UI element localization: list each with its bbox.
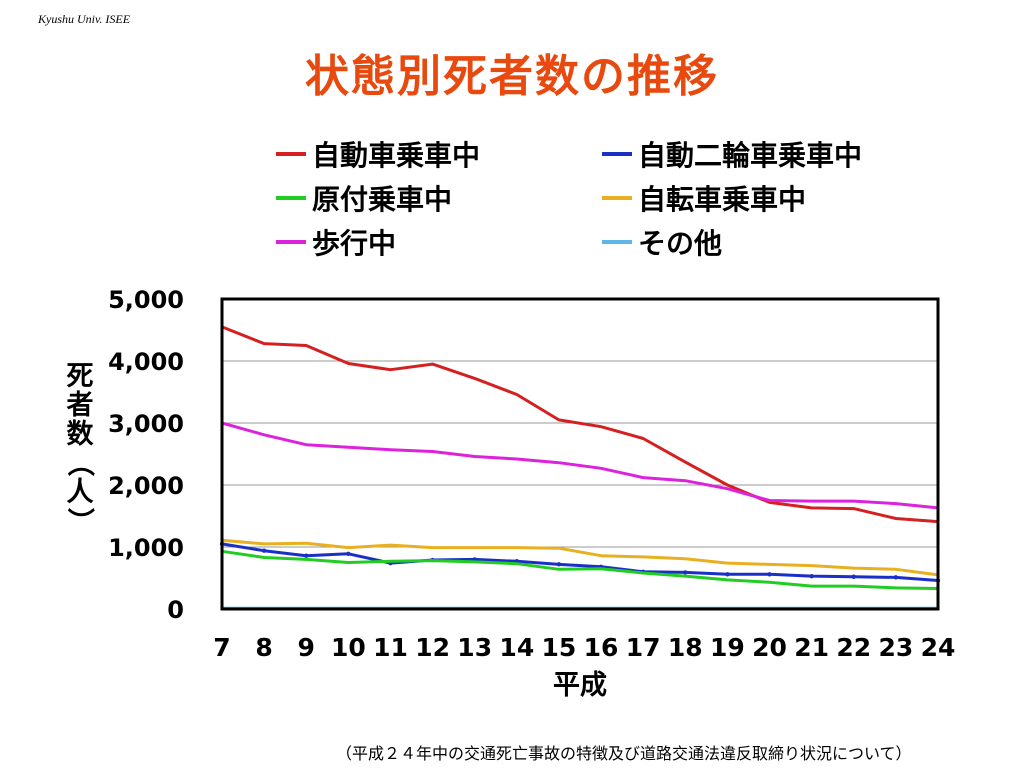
- legend-swatch: [602, 240, 632, 244]
- organization-label: Kyushu Univ. ISEE: [38, 12, 131, 26]
- x-tick-label: 10: [331, 633, 366, 662]
- x-axis-label: 平成: [553, 670, 607, 701]
- y-axis-label-char: 死: [67, 361, 94, 392]
- y-tick-label: 2,000: [108, 472, 184, 500]
- series-line: [221, 542, 939, 582]
- data-point: [809, 573, 814, 579]
- y-axis-label-char: 人: [67, 477, 94, 508]
- y-tick-label: 5,000: [108, 286, 184, 314]
- x-tick-label: 13: [457, 633, 492, 662]
- legend-swatch: [602, 152, 632, 156]
- y-axis-label-char: ）: [64, 508, 95, 535]
- x-tick-label: 11: [373, 633, 408, 662]
- x-tick-label: 14: [499, 633, 534, 662]
- legend-swatch: [276, 240, 306, 244]
- x-tick-label: 21: [794, 633, 829, 662]
- x-tick-label: 12: [415, 633, 450, 662]
- data-point: [346, 551, 351, 557]
- data-point: [725, 572, 730, 577]
- x-tick-label: 18: [668, 633, 703, 662]
- legend-item: 自動車乗車中: [276, 134, 480, 174]
- data-point: [767, 572, 772, 577]
- legend-swatch: [276, 196, 306, 200]
- y-axis-label-char: 数: [67, 419, 95, 450]
- y-tick-label: 1,000: [108, 534, 184, 562]
- x-tick-label: 16: [584, 633, 619, 662]
- legend-item: 歩行中: [276, 222, 396, 262]
- x-tick-label: 7: [213, 633, 230, 662]
- page-title: 状態別死者数の推移: [305, 51, 719, 102]
- source-note: （平成２４年中の交通死亡事故の特徴及び道路交通法違反取締り状況について）: [336, 744, 912, 763]
- data-point: [261, 548, 267, 553]
- x-tick-label: 24: [921, 633, 956, 662]
- legend-item: 自転車乗車中: [602, 178, 806, 218]
- x-tick-label: 15: [542, 633, 577, 662]
- x-tick-label: 19: [710, 633, 745, 662]
- legend-label: 原付乗車中: [312, 183, 453, 216]
- series-line: [221, 325, 939, 524]
- series-line: [221, 421, 939, 510]
- x-tick-label: 8: [255, 633, 272, 662]
- y-axis-label-char: （: [64, 450, 95, 477]
- data-point: [893, 575, 899, 580]
- x-tick-label: 20: [752, 633, 787, 662]
- legend-label: 自動二輪車乗車中: [638, 139, 863, 172]
- data-point: [556, 562, 562, 567]
- x-tick-label: 17: [626, 633, 661, 662]
- y-tick-label: 3,000: [108, 410, 184, 438]
- legend-item: 原付乗車中: [276, 178, 452, 218]
- legend-swatch: [602, 196, 632, 200]
- x-tick-label: 23: [878, 633, 913, 662]
- y-tick-label: 0: [167, 596, 184, 624]
- legend-label: その他: [638, 227, 723, 260]
- legend-swatch: [276, 152, 306, 156]
- legend-item: その他: [602, 222, 722, 262]
- y-axis-label-char: 者: [67, 390, 94, 421]
- data-point: [683, 570, 688, 575]
- legend-label: 歩行中: [312, 227, 397, 260]
- x-tick-label: 22: [836, 633, 871, 662]
- line-chart: 0 1,000 2,000 3,000 4,000 5,000 7 8 9 10 11 12 13 14 1…: [64, 286, 956, 701]
- data-point: [851, 574, 856, 579]
- series-line: [221, 538, 939, 577]
- chart-legend: 自動車乗車中 自動二輪車乗車中 原付乗車中 自転車乗車中 歩行中 その他: [276, 134, 936, 264]
- plot-frame: [220, 297, 940, 611]
- legend-label: 自動車乗車中: [312, 139, 481, 172]
- y-tick-label: 4,000: [108, 348, 184, 376]
- series-line: [221, 549, 939, 590]
- x-tick-label: 9: [298, 633, 315, 662]
- legend-item: 自動二輪車乗車中: [602, 134, 862, 174]
- data-point: [304, 553, 309, 558]
- legend-label: 自転車乗車中: [638, 183, 807, 216]
